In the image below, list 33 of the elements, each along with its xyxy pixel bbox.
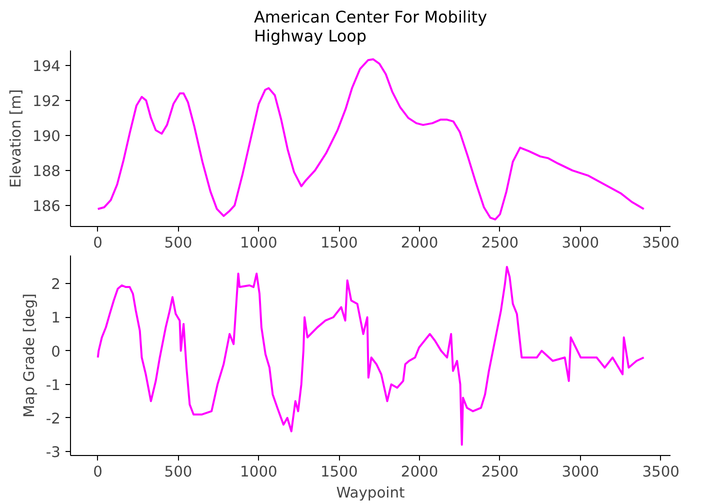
x-tick-label: 1500 (320, 234, 358, 252)
y-tick-label: -1 (46, 376, 61, 394)
x-tick-label: 500 (164, 464, 192, 480)
x-tick-label: 1000 (240, 234, 278, 252)
x-tick-label: 3000 (562, 234, 600, 252)
x-tick-label: 1000 (240, 464, 278, 480)
line-series (96, 58, 645, 220)
x-tick-label: 0 (93, 464, 103, 480)
x-tick-label: 3500 (642, 234, 680, 252)
x-tick-label: 0 (93, 234, 103, 252)
x-tick-label: 3500 (642, 464, 680, 480)
chart-title: American Center For Mobility Highway Loop (254, 8, 488, 46)
x-axis-title: Waypoint (336, 484, 406, 502)
y-tick-label: 186 (32, 198, 61, 215)
x-tick-label: 2500 (481, 464, 519, 480)
x-tick-label: 1500 (320, 464, 358, 480)
y-axis-title: Elevation [m] (8, 89, 25, 188)
x-tick-label: 2500 (481, 234, 519, 252)
x-tick-label: 3000 (562, 464, 600, 480)
x-tick-label: 2000 (400, 234, 438, 252)
y-tick-label: 1 (51, 310, 61, 327)
y-tick-label: -3 (46, 444, 61, 461)
x-tick-label: 2000 (400, 464, 438, 480)
y-tick-label: 188 (32, 162, 61, 180)
x-tick-label: 500 (164, 234, 192, 252)
y-tick-label: 190 (32, 128, 61, 145)
y-axis-title: Map Grade [deg] (20, 293, 38, 418)
y-tick-label: 0 (51, 343, 61, 360)
y-tick-label: 194 (32, 58, 61, 75)
y-tick-label: 192 (32, 92, 61, 110)
y-tick-label: 2 (51, 276, 61, 294)
line-series (96, 266, 645, 446)
y-tick-label: -2 (46, 410, 61, 428)
